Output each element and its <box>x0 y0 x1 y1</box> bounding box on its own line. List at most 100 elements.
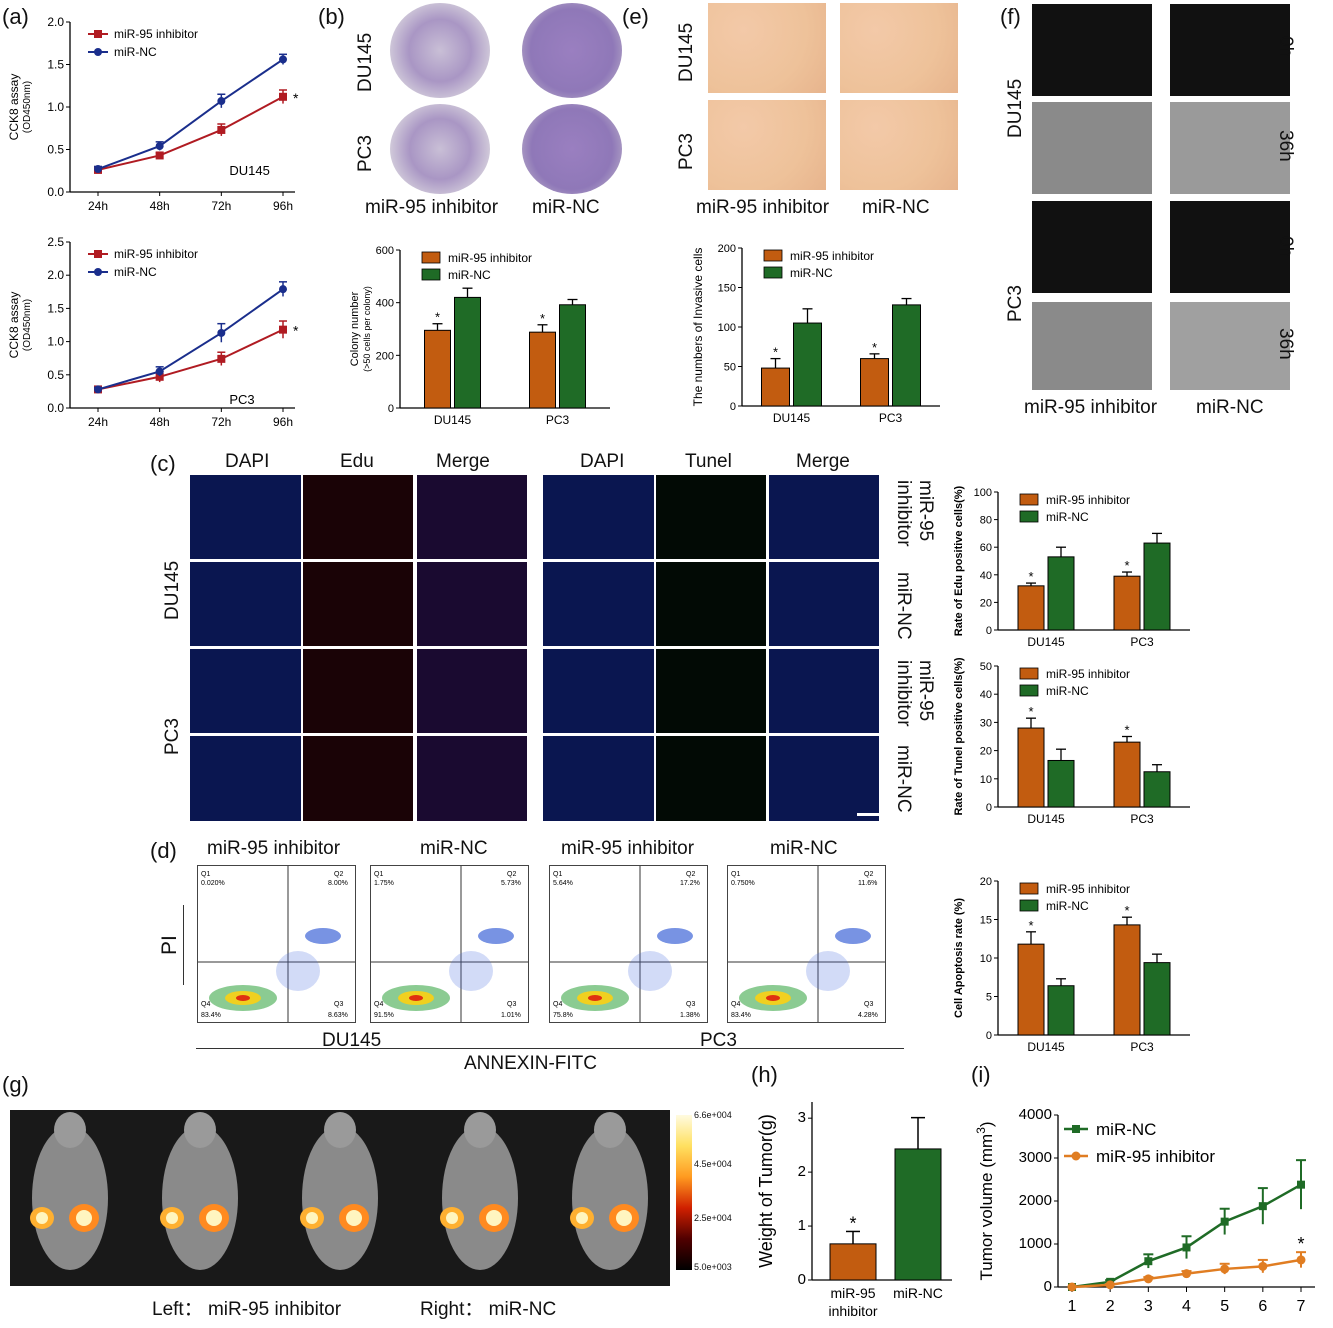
bar <box>1143 542 1171 631</box>
x-tick-label: PC3 <box>1130 812 1154 826</box>
annotation: PC3 <box>229 392 254 407</box>
legend-label: miR-NC <box>790 266 833 280</box>
legend-swatch <box>1019 899 1039 912</box>
x-tick-label: 6 <box>1258 1298 1267 1315</box>
legend-label: miR-NC <box>448 268 491 282</box>
microscopy-image <box>417 562 527 646</box>
row-label-du145: DU145 <box>355 32 376 92</box>
tumor-signal-right-core <box>76 1210 92 1226</box>
quadrant-label: 5.64% <box>553 880 573 887</box>
y-axis-label: Rate of Tunel positive cells(%) <box>953 657 965 815</box>
quadrant-label: Q4 <box>374 1001 383 1008</box>
colorbar <box>676 1115 692 1270</box>
tumor-signal-right-core <box>206 1210 222 1226</box>
data-point <box>1220 1217 1229 1226</box>
quadrant-label: 0.750% <box>731 880 755 887</box>
data-point <box>155 142 164 151</box>
tumor-signal-left-core <box>306 1212 318 1224</box>
panel-label-i: (i) <box>971 1062 991 1087</box>
flow-plot: Q1 0.750% Q2 11.6% Q4 83.4% Q3 4.28% <box>727 865 886 1023</box>
bar <box>761 367 790 407</box>
colony-dish-du145-inhibitor <box>390 3 490 98</box>
cell-cluster-q2 <box>835 928 871 944</box>
y-tick-label: 1.0 <box>47 335 64 349</box>
data-point <box>217 125 226 134</box>
header-merge-edu: Merge <box>436 451 490 472</box>
quadrant-label: Q1 <box>553 871 562 878</box>
panel-label-f: (f) <box>1000 4 1021 29</box>
x-tick-label: 96h <box>273 415 293 429</box>
chart-colony-number: 0 200 400 600 Colony number (>50 cells per co… <box>349 245 610 427</box>
mouse-body <box>162 1126 238 1270</box>
quadrant-label: 83.4% <box>201 1012 221 1019</box>
flow-plot-title: miR-NC <box>420 838 488 859</box>
annexin-axis-line <box>196 1048 904 1049</box>
flow-plot-canvas: Q1 5.64% Q2 17.2% Q4 75.8% Q3 1.38% <box>550 866 707 1022</box>
panel-label-b: (b) <box>318 4 345 29</box>
cell-cluster-peak <box>588 995 602 1001</box>
tumor-signal-right-core <box>616 1210 632 1226</box>
y-tick-label: 0 <box>986 1030 992 1042</box>
microscopy-image <box>543 475 654 559</box>
y-tick-label: 60 <box>980 542 992 554</box>
quadrant-label: Q4 <box>201 1001 210 1008</box>
microscopy-image <box>656 736 766 821</box>
mouse-body <box>442 1126 518 1270</box>
cell-cluster-q2 <box>305 928 341 944</box>
y-tick-label: 0 <box>986 802 992 814</box>
bar <box>424 329 451 409</box>
significance-star: * <box>1028 704 1033 719</box>
significance-star: * <box>1028 569 1033 584</box>
y-tick-label: 0 <box>388 403 394 415</box>
legend-swatch <box>763 249 783 262</box>
y-tick-label: 0 <box>798 1271 806 1288</box>
legend-label: miR-NC <box>1046 510 1089 524</box>
significance-star: * <box>1297 1234 1304 1254</box>
chart-invasive-cells: 0 50 100 150 200 The numbers of Invasive cell… <box>691 243 940 425</box>
header-dapi-tunel: DAPI <box>580 451 625 472</box>
panel-label-d: (d) <box>150 838 177 863</box>
quadrant-label: Q3 <box>334 1001 343 1008</box>
wound-pc3-inhibitor-0h <box>1032 201 1152 293</box>
data-point <box>217 97 226 106</box>
cell-scatter <box>449 951 493 991</box>
y-tick-label: 200 <box>718 243 736 255</box>
y-tick-label: 2.0 <box>47 268 64 282</box>
flow-label-du145: DU145 <box>322 1030 382 1051</box>
row-label-mir95-2: miR-95 <box>915 660 936 722</box>
flow-plot: Q1 1.75% Q2 5.73% Q4 91.5% Q3 1.01% <box>370 865 529 1023</box>
bar <box>1047 759 1075 808</box>
significance-star: * <box>540 311 545 326</box>
legend-label: miR-95 inhibitor <box>114 27 198 41</box>
quadrant-label: 1.38% <box>680 1012 700 1019</box>
y-tick-label: 20 <box>980 746 992 758</box>
wound-du145-inhibitor-0h <box>1032 4 1152 96</box>
legend-label: miR-95 inhibitor <box>1046 493 1130 507</box>
x-tick-label: 48h <box>150 199 170 213</box>
flow-plot: Q1 5.64% Q2 17.2% Q4 75.8% Q3 1.38% <box>549 865 708 1023</box>
chart-cck8-du145: 0.0 0.5 1.0 1.5 2.0 CCK8 assay (OD450nm) 24h 48h… <box>7 15 299 213</box>
microscopy-image <box>190 736 301 821</box>
y-tick-label: 1000 <box>1019 1235 1052 1252</box>
y-tick-label: 0 <box>986 625 992 637</box>
header-merge-tunel: Merge <box>796 451 850 472</box>
data-point <box>1258 1261 1268 1271</box>
mice-imaging <box>10 1110 670 1286</box>
significance-star: * <box>1124 903 1129 918</box>
cell-cluster-q2 <box>478 928 514 944</box>
x-tick-label: 24h <box>88 199 108 213</box>
legend-marker <box>94 30 102 38</box>
legend-swatch <box>421 251 441 264</box>
series-line <box>97 328 284 391</box>
data-point <box>217 354 226 363</box>
y-tick-label: 1 <box>798 1217 806 1234</box>
row-label-pc3: PC3 <box>355 135 376 172</box>
bar <box>1143 962 1171 1036</box>
quadrant-label: Q4 <box>731 1001 740 1008</box>
legend-swatch <box>1019 493 1039 506</box>
y-axis-label-2: (OD450nm) <box>22 299 33 351</box>
y-tick-label: 0.0 <box>47 401 64 415</box>
invasion-image-du145-inhibitor <box>708 3 826 93</box>
panel-label-a: (a) <box>2 4 29 29</box>
y-tick-label: 10 <box>980 953 992 965</box>
